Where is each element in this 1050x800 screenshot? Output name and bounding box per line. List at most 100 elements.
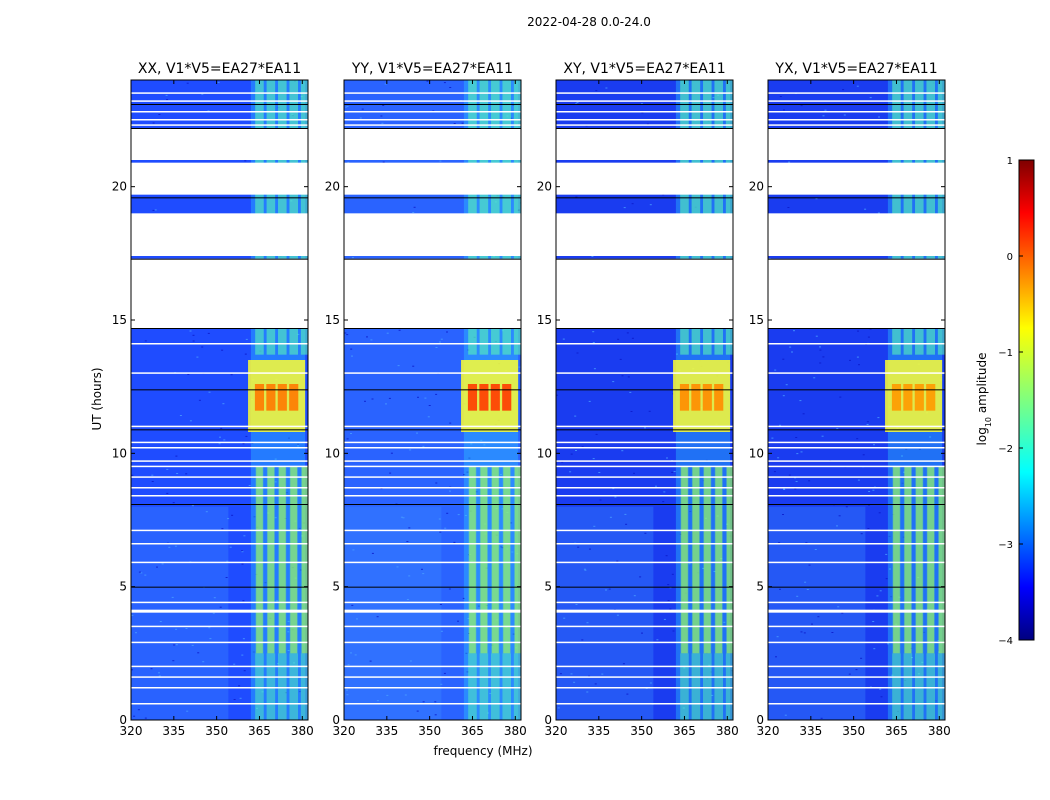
noise-speckle	[225, 577, 228, 578]
noise-speckle	[161, 563, 164, 565]
noise-speckle	[380, 488, 383, 490]
x-axis-label: frequency (MHz)	[433, 744, 532, 758]
noise-speckle	[869, 328, 872, 330]
flag-line	[344, 124, 521, 126]
data-line	[131, 429, 308, 431]
noise-speckle	[700, 112, 703, 114]
flag-line	[131, 343, 308, 345]
noise-speckle	[350, 433, 352, 434]
noise-speckle	[201, 346, 204, 348]
data-line	[344, 429, 521, 431]
rfi-peak	[479, 384, 489, 411]
noise-speckle	[824, 109, 827, 111]
noise-speckle	[808, 564, 811, 566]
noise-speckle	[238, 685, 241, 687]
noise-speckle	[557, 707, 560, 709]
noise-speckle	[803, 632, 806, 634]
rfi-peak	[714, 384, 724, 411]
y-tick-label: 15	[112, 313, 127, 327]
noise-speckle	[382, 105, 385, 106]
noise-speckle	[245, 338, 248, 340]
flag-line	[131, 495, 308, 497]
noise-speckle	[518, 461, 521, 463]
noise-speckle	[806, 589, 809, 590]
rfi-channel-base	[714, 653, 724, 720]
noise-speckle	[873, 648, 876, 650]
noise-speckle	[805, 542, 808, 544]
noise-speckle	[396, 566, 399, 568]
noise-speckle	[880, 696, 883, 698]
noise-speckle	[426, 80, 429, 82]
noise-speckle	[608, 588, 611, 590]
flag-line	[556, 225, 733, 228]
noise-speckle	[158, 675, 161, 677]
noise-speckle	[864, 208, 867, 210]
noise-speckle	[592, 331, 595, 333]
noise-speckle	[629, 391, 632, 393]
rfi-channel-base	[691, 653, 701, 720]
flag-line	[556, 561, 733, 564]
noise-speckle	[644, 532, 647, 534]
noise-speckle	[592, 342, 595, 343]
rfi-channel-low	[926, 466, 936, 654]
flag-line	[344, 236, 521, 238]
flag-line	[768, 191, 945, 193]
noise-speckle	[434, 701, 437, 703]
flag-line	[768, 495, 945, 497]
noise-speckle	[386, 694, 389, 696]
noise-speckle	[150, 668, 153, 670]
colorbar-tick-label: −4	[998, 636, 1013, 647]
noise-speckle	[856, 85, 859, 87]
noise-speckle	[639, 576, 642, 578]
noise-speckle	[641, 112, 644, 114]
flag-line	[556, 343, 733, 345]
y-tick-label: 20	[112, 180, 127, 194]
noise-speckle	[667, 600, 670, 601]
noise-speckle	[858, 364, 860, 366]
noise-speckle	[189, 330, 192, 332]
noise-speckle	[173, 644, 176, 646]
data-line	[768, 504, 945, 505]
rfi-channel-low	[937, 466, 945, 654]
noise-speckle	[434, 714, 437, 716]
noise-speckle	[361, 108, 364, 110]
noise-speckle	[860, 533, 863, 535]
flag-line	[556, 465, 733, 468]
rfi-peak	[926, 384, 936, 411]
y-tick-label: 5	[756, 580, 764, 594]
rfi-peak	[289, 384, 299, 411]
noise-speckle	[287, 650, 290, 651]
noise-speckle	[878, 116, 880, 118]
noise-speckle	[189, 420, 192, 422]
noise-speckle	[457, 620, 459, 622]
noise-speckle	[152, 122, 155, 124]
noise-speckle	[631, 203, 634, 205]
noise-speckle	[230, 374, 233, 376]
noise-speckle	[298, 691, 301, 693]
noise-speckle	[671, 573, 674, 575]
noise-speckle	[879, 590, 882, 592]
colorbar-tick-label: −1	[998, 348, 1013, 359]
noise-speckle	[885, 553, 888, 555]
flag-line	[768, 441, 945, 444]
flag-line	[768, 625, 945, 628]
noise-speckle	[918, 448, 921, 450]
noise-speckle	[299, 126, 302, 128]
noise-speckle	[466, 671, 469, 673]
noise-speckle	[819, 346, 821, 348]
noise-speckle	[422, 445, 425, 447]
rfi-channel-base	[680, 653, 689, 720]
noise-speckle	[625, 523, 628, 525]
flag-line	[131, 441, 308, 444]
flagged-region	[556, 258, 733, 328]
rfi-channel-low	[289, 466, 299, 654]
noise-speckle	[297, 333, 300, 335]
y-tick-label: 5	[544, 580, 552, 594]
noise-speckle	[641, 632, 643, 634]
noise-speckle	[427, 416, 430, 418]
flagged-region	[556, 213, 733, 256]
noise-speckle	[617, 338, 620, 340]
y-tick-label: 5	[332, 580, 340, 594]
data-line	[556, 258, 733, 260]
noise-speckle	[836, 428, 839, 430]
